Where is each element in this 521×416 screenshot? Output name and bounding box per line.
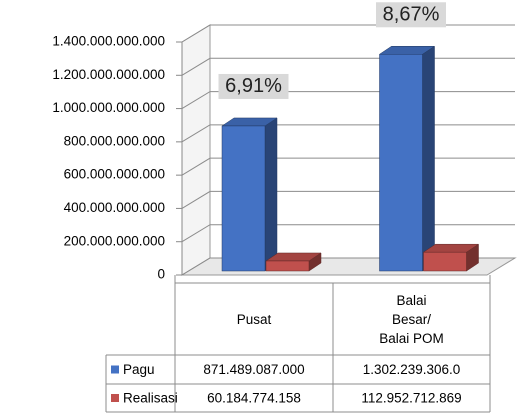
category-cell: Pusat [236,311,272,327]
bar-side [264,117,278,272]
table-value: 1.302.239.306.0 [363,362,461,377]
y-tick-label: 1.000.000.000.000 [52,100,165,115]
y-tick-label: 800.000.000.000 [64,133,165,148]
table-value: 60.184.774.158 [207,391,301,406]
y-tick-label: 200.000.000.000 [64,233,165,248]
y-tick-label: 400.000.000.000 [64,200,165,215]
y-tick-label: 1.400.000.000.000 [52,34,165,49]
back-wall [181,24,211,276]
annotation-box [376,2,446,28]
table-value: 112.952.712.869 [361,391,461,406]
annotation: 8,67% [383,4,440,26]
category-cell: Balai Besar/ Balai POM [379,292,444,346]
legend-label: Pagu [123,362,155,377]
annotation-box [218,73,289,99]
bar [379,54,423,272]
bar-side [422,45,435,272]
y-tick-label: 1.200.000.000.000 [52,67,165,82]
y-tick-label: 0 [157,267,165,282]
legend-swatch [111,365,119,374]
annotation: 6,91% [225,75,282,97]
bar [221,125,266,272]
x-category-label: Balai Besar/ Balai POM [379,292,444,346]
legend-label: Realisasi [123,391,178,406]
bar [265,260,310,272]
legend-swatch [111,394,119,402]
y-tick-label: 600.000.000.000 [64,167,165,182]
x-category-label: Pusat [236,311,272,327]
bar [423,251,467,272]
table-value: 871.489.087.000 [203,362,304,377]
